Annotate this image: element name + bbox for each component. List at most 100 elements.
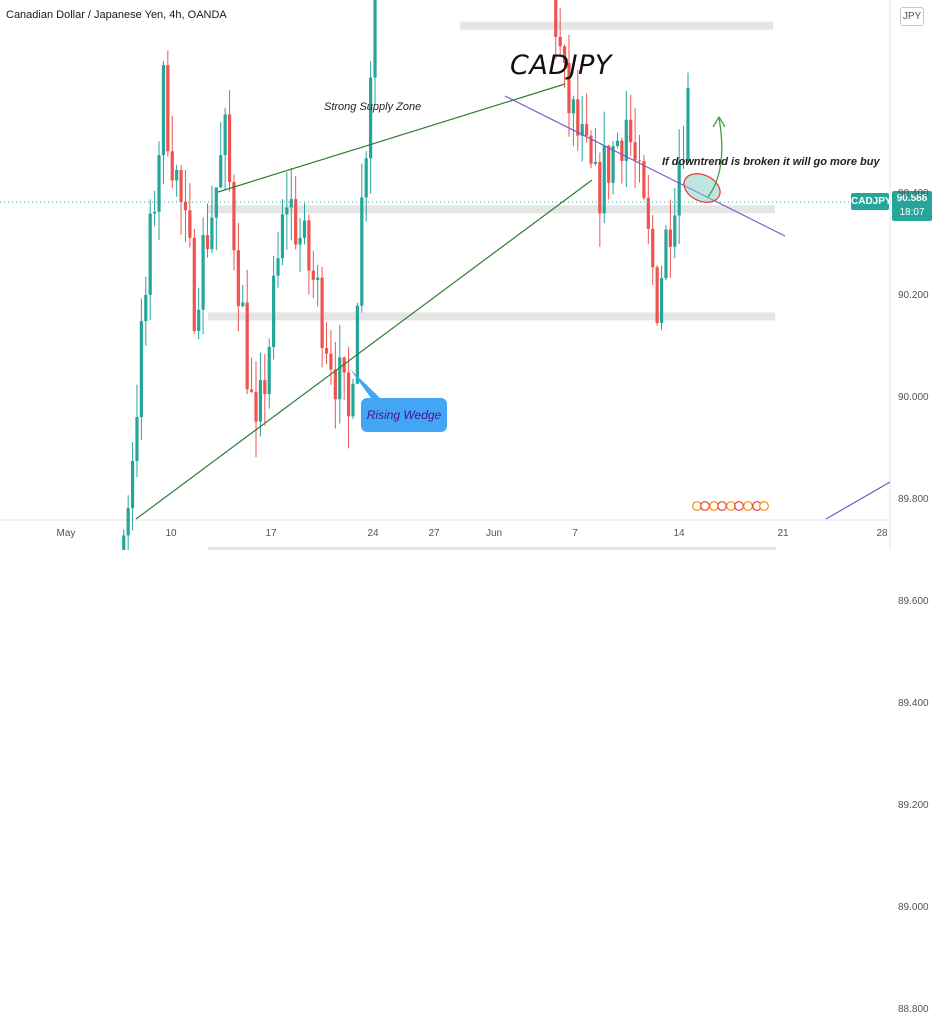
candle-body [249, 389, 254, 392]
breakout-note: If downtrend is broken it will go more b… [662, 156, 880, 168]
candle-body [593, 161, 598, 164]
candle-body [615, 140, 620, 147]
candle-body [232, 182, 236, 251]
y-tick-label: 90.200 [898, 290, 929, 301]
candle-body [585, 124, 589, 136]
candle-body [659, 278, 664, 323]
candle-body [245, 302, 249, 390]
candle-body [166, 65, 170, 152]
candle-body [589, 135, 593, 164]
downtrend-line [504, 95, 786, 237]
candle-body [254, 391, 258, 422]
rising-wedge-callout: Rising Wedge [361, 398, 447, 432]
candle-body [360, 197, 364, 306]
candle-body [307, 220, 311, 271]
candle-body [324, 348, 329, 354]
candle-body [210, 217, 214, 250]
candle-body [655, 267, 659, 323]
candle-body [139, 321, 143, 418]
chart-heading-annotation: CADJPY [510, 50, 612, 81]
candle-body [673, 215, 677, 247]
candle-body [316, 277, 320, 280]
last-price-tag: 90.588 18:07 [892, 191, 932, 221]
candle-body [183, 201, 188, 211]
candle-body [144, 294, 148, 322]
candle-body [130, 460, 135, 509]
candle-body [637, 160, 642, 162]
candle-body [175, 169, 179, 181]
candle-body [633, 142, 637, 161]
candle-body [188, 210, 192, 238]
candle-body [223, 114, 227, 156]
candle-body [598, 161, 602, 214]
currency-button[interactable]: JPY [900, 7, 924, 26]
event-marker [692, 501, 702, 511]
event-marker [743, 501, 753, 511]
level-band [460, 21, 773, 30]
wedge-support-line [135, 179, 593, 520]
candle-body [651, 228, 655, 268]
y-tick-label: 90.000 [898, 392, 929, 403]
x-tick-label: May [56, 528, 76, 539]
candle-body [664, 229, 668, 279]
candle-body [170, 151, 174, 181]
candle-body [122, 535, 126, 550]
level-band [208, 312, 775, 321]
y-tick-label: 89.000 [898, 902, 929, 913]
x-tick-label: 10 [165, 528, 177, 539]
candle-body [338, 357, 342, 400]
candle-body [686, 87, 690, 162]
candle-body [302, 220, 307, 238]
y-tick-label: 89.800 [898, 494, 929, 505]
candle-body [571, 99, 575, 114]
candle-body [554, 0, 558, 37]
candle-body [219, 155, 223, 188]
y-tick-label: 89.400 [898, 698, 929, 709]
y-tick-label: 90.400 [898, 188, 929, 199]
candle-body [197, 309, 201, 331]
candle-body [646, 197, 650, 229]
price-chart[interactable] [0, 0, 932, 550]
x-tick-label: 28 [876, 528, 888, 539]
bar-countdown: 18:07 [899, 207, 925, 218]
y-tick-label: 89.200 [898, 800, 929, 811]
candle-body [351, 383, 355, 417]
candle-body [298, 237, 302, 245]
candle-body [333, 369, 337, 400]
candle-body [562, 46, 567, 64]
candle-body [201, 235, 205, 310]
breakout-arrow [707, 117, 723, 198]
event-marker [759, 501, 769, 511]
x-tick-label: 14 [673, 528, 685, 539]
candle-body [161, 65, 166, 156]
candle-body [611, 146, 615, 183]
event-marker [734, 501, 744, 511]
candle-body [276, 258, 280, 276]
candle-body [373, 0, 377, 78]
candle-body [620, 140, 624, 161]
candle-body [258, 380, 263, 422]
candle-body [280, 214, 285, 259]
candle-body [677, 161, 681, 216]
last-price-value: 90.588 [896, 193, 928, 204]
candle-body [135, 417, 139, 461]
candle-body [311, 270, 315, 280]
candle-body [624, 119, 628, 161]
candle-body [227, 114, 232, 183]
trendline-extension [825, 481, 891, 520]
symbol-tag: CADJPY [851, 193, 892, 210]
wedge-resistance-line [217, 83, 566, 193]
candle-body [668, 229, 672, 247]
candle-body [320, 277, 324, 349]
candle-body [285, 207, 289, 215]
breakout-arrow-head [712, 115, 726, 128]
y-tick-label: 88.800 [898, 1004, 929, 1015]
candle-body [629, 119, 633, 143]
y-tick-label: 89.600 [898, 596, 929, 607]
x-tick-label: 21 [777, 528, 789, 539]
supply-zone-label: Strong Supply Zone [324, 101, 422, 113]
candle-body [263, 380, 267, 395]
candle-body [567, 63, 571, 114]
event-marker [700, 501, 710, 511]
x-tick-label: 24 [367, 528, 379, 539]
